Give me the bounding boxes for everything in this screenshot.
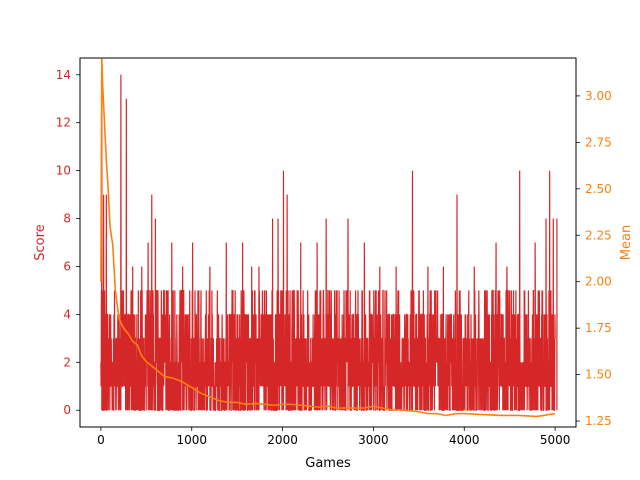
score-series-line <box>100 74 558 411</box>
y-left-tick-label: 14 <box>56 68 71 82</box>
x-tick-label: 2000 <box>267 433 298 447</box>
x-axis-label: Games <box>305 456 351 471</box>
mean-series-line <box>100 58 556 418</box>
x-axis-ticks: 0 1000 2000 3000 4000 5000 <box>97 427 570 447</box>
y-right-axis-label: Mean <box>619 225 634 260</box>
y-left-tick-label: 12 <box>56 116 71 130</box>
y-right-axis-ticks: 1.25 1.50 1.75 2.00 2.25 2.50 2.75 3.00 <box>576 89 612 428</box>
x-tick-label: 0 <box>97 433 105 447</box>
y-right-tick-label: 2.75 <box>585 135 612 149</box>
plot-frame <box>79 57 577 428</box>
y-right-tick-label: 2.50 <box>585 182 612 196</box>
plot-area <box>100 58 558 418</box>
y-left-axis-label: Score <box>33 224 48 260</box>
y-right-tick-label: 2.25 <box>585 228 612 242</box>
y-right-tick-label: 3.00 <box>585 89 612 103</box>
y-left-tick-label: 0 <box>63 403 71 417</box>
y-left-tick-label: 6 <box>63 259 71 273</box>
x-tick-label: 1000 <box>176 433 207 447</box>
mean-series-layer <box>100 58 556 418</box>
y-left-axis-ticks: 0 2 4 6 8 10 12 14 <box>56 68 80 417</box>
y-right-tick-label: 1.75 <box>585 321 612 335</box>
y-left-tick-label: 8 <box>63 212 71 226</box>
x-tick-label: 4000 <box>449 433 480 447</box>
y-right-tick-label: 1.25 <box>585 414 612 428</box>
x-tick-label: 3000 <box>358 433 389 447</box>
y-left-tick-label: 10 <box>56 164 71 178</box>
score-series-layer <box>100 74 558 411</box>
y-right-tick-label: 1.50 <box>585 368 612 382</box>
y-left-tick-label: 4 <box>63 307 71 321</box>
y-left-tick-label: 2 <box>63 355 71 369</box>
x-tick-label: 5000 <box>540 433 571 447</box>
y-right-tick-label: 2.00 <box>585 275 612 289</box>
